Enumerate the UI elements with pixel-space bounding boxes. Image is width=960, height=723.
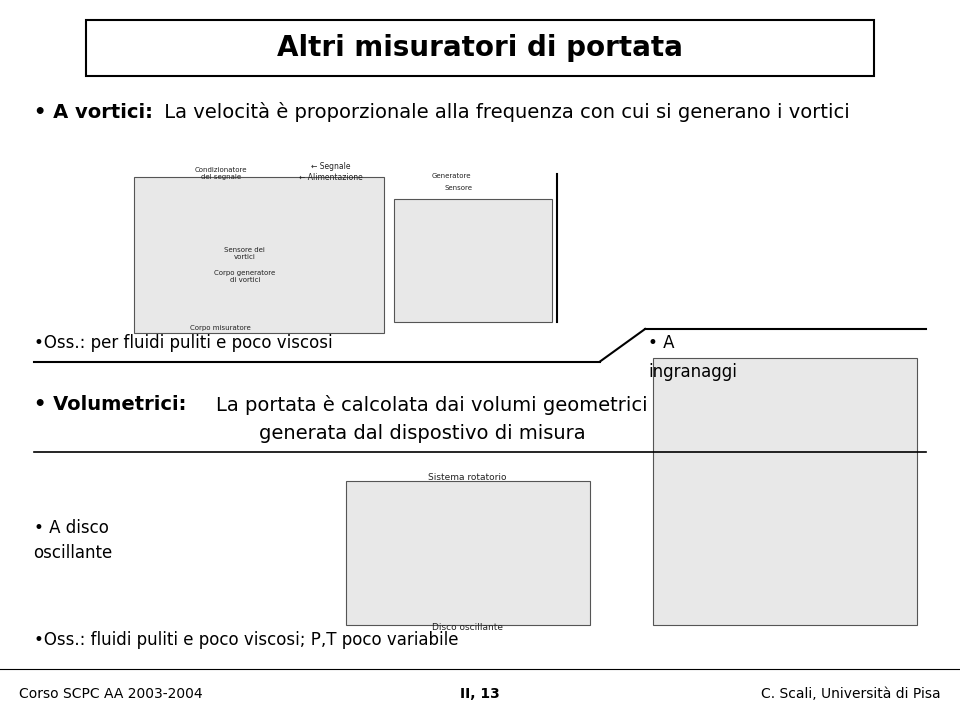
Text: C. Scali, Università di Pisa: C. Scali, Università di Pisa <box>761 687 941 701</box>
Text: • Volumetrici:: • Volumetrici: <box>34 395 186 414</box>
Text: ← Segnale: ← Segnale <box>311 162 351 171</box>
Text: Disco oscillante: Disco oscillante <box>432 623 503 632</box>
Bar <box>394 199 552 322</box>
Bar <box>86 20 874 76</box>
Text: oscillante: oscillante <box>34 544 113 562</box>
Text: generata dal dispostivo di misura: generata dal dispostivo di misura <box>259 424 586 443</box>
Text: Generatore: Generatore <box>431 174 471 179</box>
Text: Sensore dei
vortici: Sensore dei vortici <box>225 247 265 260</box>
Text: Corso SCPC AA 2003-2004: Corso SCPC AA 2003-2004 <box>19 687 203 701</box>
Text: Altri misuratori di portata: Altri misuratori di portata <box>277 34 683 62</box>
Text: •Oss.: fluidi puliti e poco viscosi; P,T poco variabile: •Oss.: fluidi puliti e poco viscosi; P,T… <box>34 631 458 649</box>
Text: Sensore: Sensore <box>444 185 473 191</box>
Text: La portata è calcolata dai volumi geometrici: La portata è calcolata dai volumi geomet… <box>216 395 648 415</box>
Text: Sistema rotatorio: Sistema rotatorio <box>428 473 507 482</box>
Text: ingranaggi: ingranaggi <box>648 364 737 381</box>
Text: II, 13: II, 13 <box>460 687 500 701</box>
Text: Condizionatore
del segnale: Condizionatore del segnale <box>195 167 247 180</box>
Text: ← Alimentazione: ← Alimentazione <box>300 173 363 181</box>
Bar <box>134 177 384 333</box>
Text: •Oss.: per fluidi puliti e poco viscosi: •Oss.: per fluidi puliti e poco viscosi <box>34 335 332 352</box>
Text: La velocità è proporzionale alla frequenza con cui si generano i vortici: La velocità è proporzionale alla frequen… <box>158 102 851 122</box>
Bar <box>653 358 917 625</box>
Text: Corpo misuratore: Corpo misuratore <box>190 325 252 330</box>
Text: Corpo generatore
di vortici: Corpo generatore di vortici <box>214 270 276 283</box>
Text: • A: • A <box>648 335 675 352</box>
Bar <box>346 481 590 625</box>
Text: • A disco: • A disco <box>34 519 108 536</box>
Text: • A vortici:: • A vortici: <box>34 103 153 121</box>
